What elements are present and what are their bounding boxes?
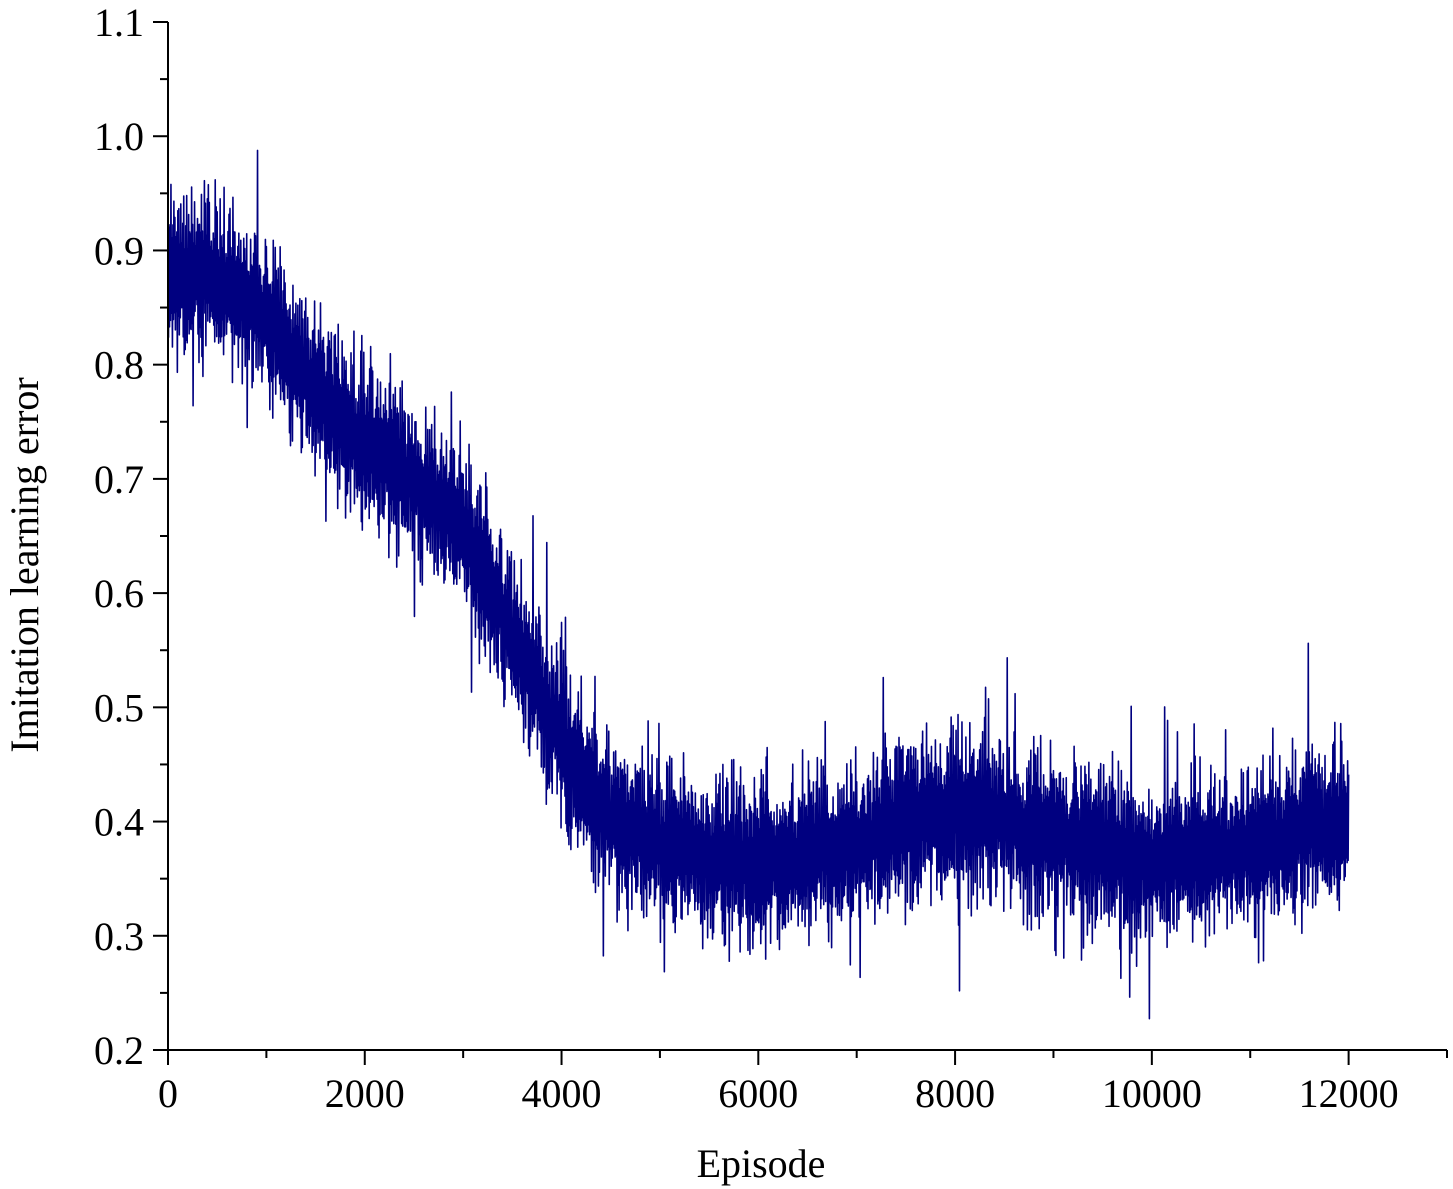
y-tick-label: 0.8 [94, 343, 144, 388]
axes [153, 21, 1448, 1065]
x-tick-label: 10000 [1102, 1071, 1202, 1116]
tick-labels: 0 2000 4000 6000 8000 10000 12000 0.2 0.3 0.4 0.5 0… [94, 0, 1399, 1116]
y-tick-label: 0.3 [94, 914, 144, 959]
x-tick-label: 4000 [522, 1071, 602, 1116]
series-line [167, 149, 1350, 1020]
y-tick-label: 0.5 [94, 685, 144, 730]
plot-series [167, 149, 1350, 1020]
x-tick-label: 2000 [325, 1071, 405, 1116]
y-tick-label: 0.6 [94, 571, 144, 616]
x-tick-label: 8000 [915, 1071, 995, 1116]
x-tick-label: 0 [158, 1071, 178, 1116]
y-axis-title: Imitation learning error [2, 377, 47, 752]
x-tick-label: 12000 [1299, 1071, 1399, 1116]
y-tick-label: 1.1 [94, 0, 144, 45]
y-tick-label: 0.7 [94, 457, 144, 502]
y-tick-label: 1.0 [94, 114, 144, 159]
y-tick-label: 0.2 [94, 1028, 144, 1073]
y-tick-label: 0.9 [94, 228, 144, 273]
y-tick-label: 0.4 [94, 800, 144, 845]
x-tick-label: 6000 [718, 1071, 798, 1116]
x-axis-title: Episode [697, 1141, 826, 1186]
